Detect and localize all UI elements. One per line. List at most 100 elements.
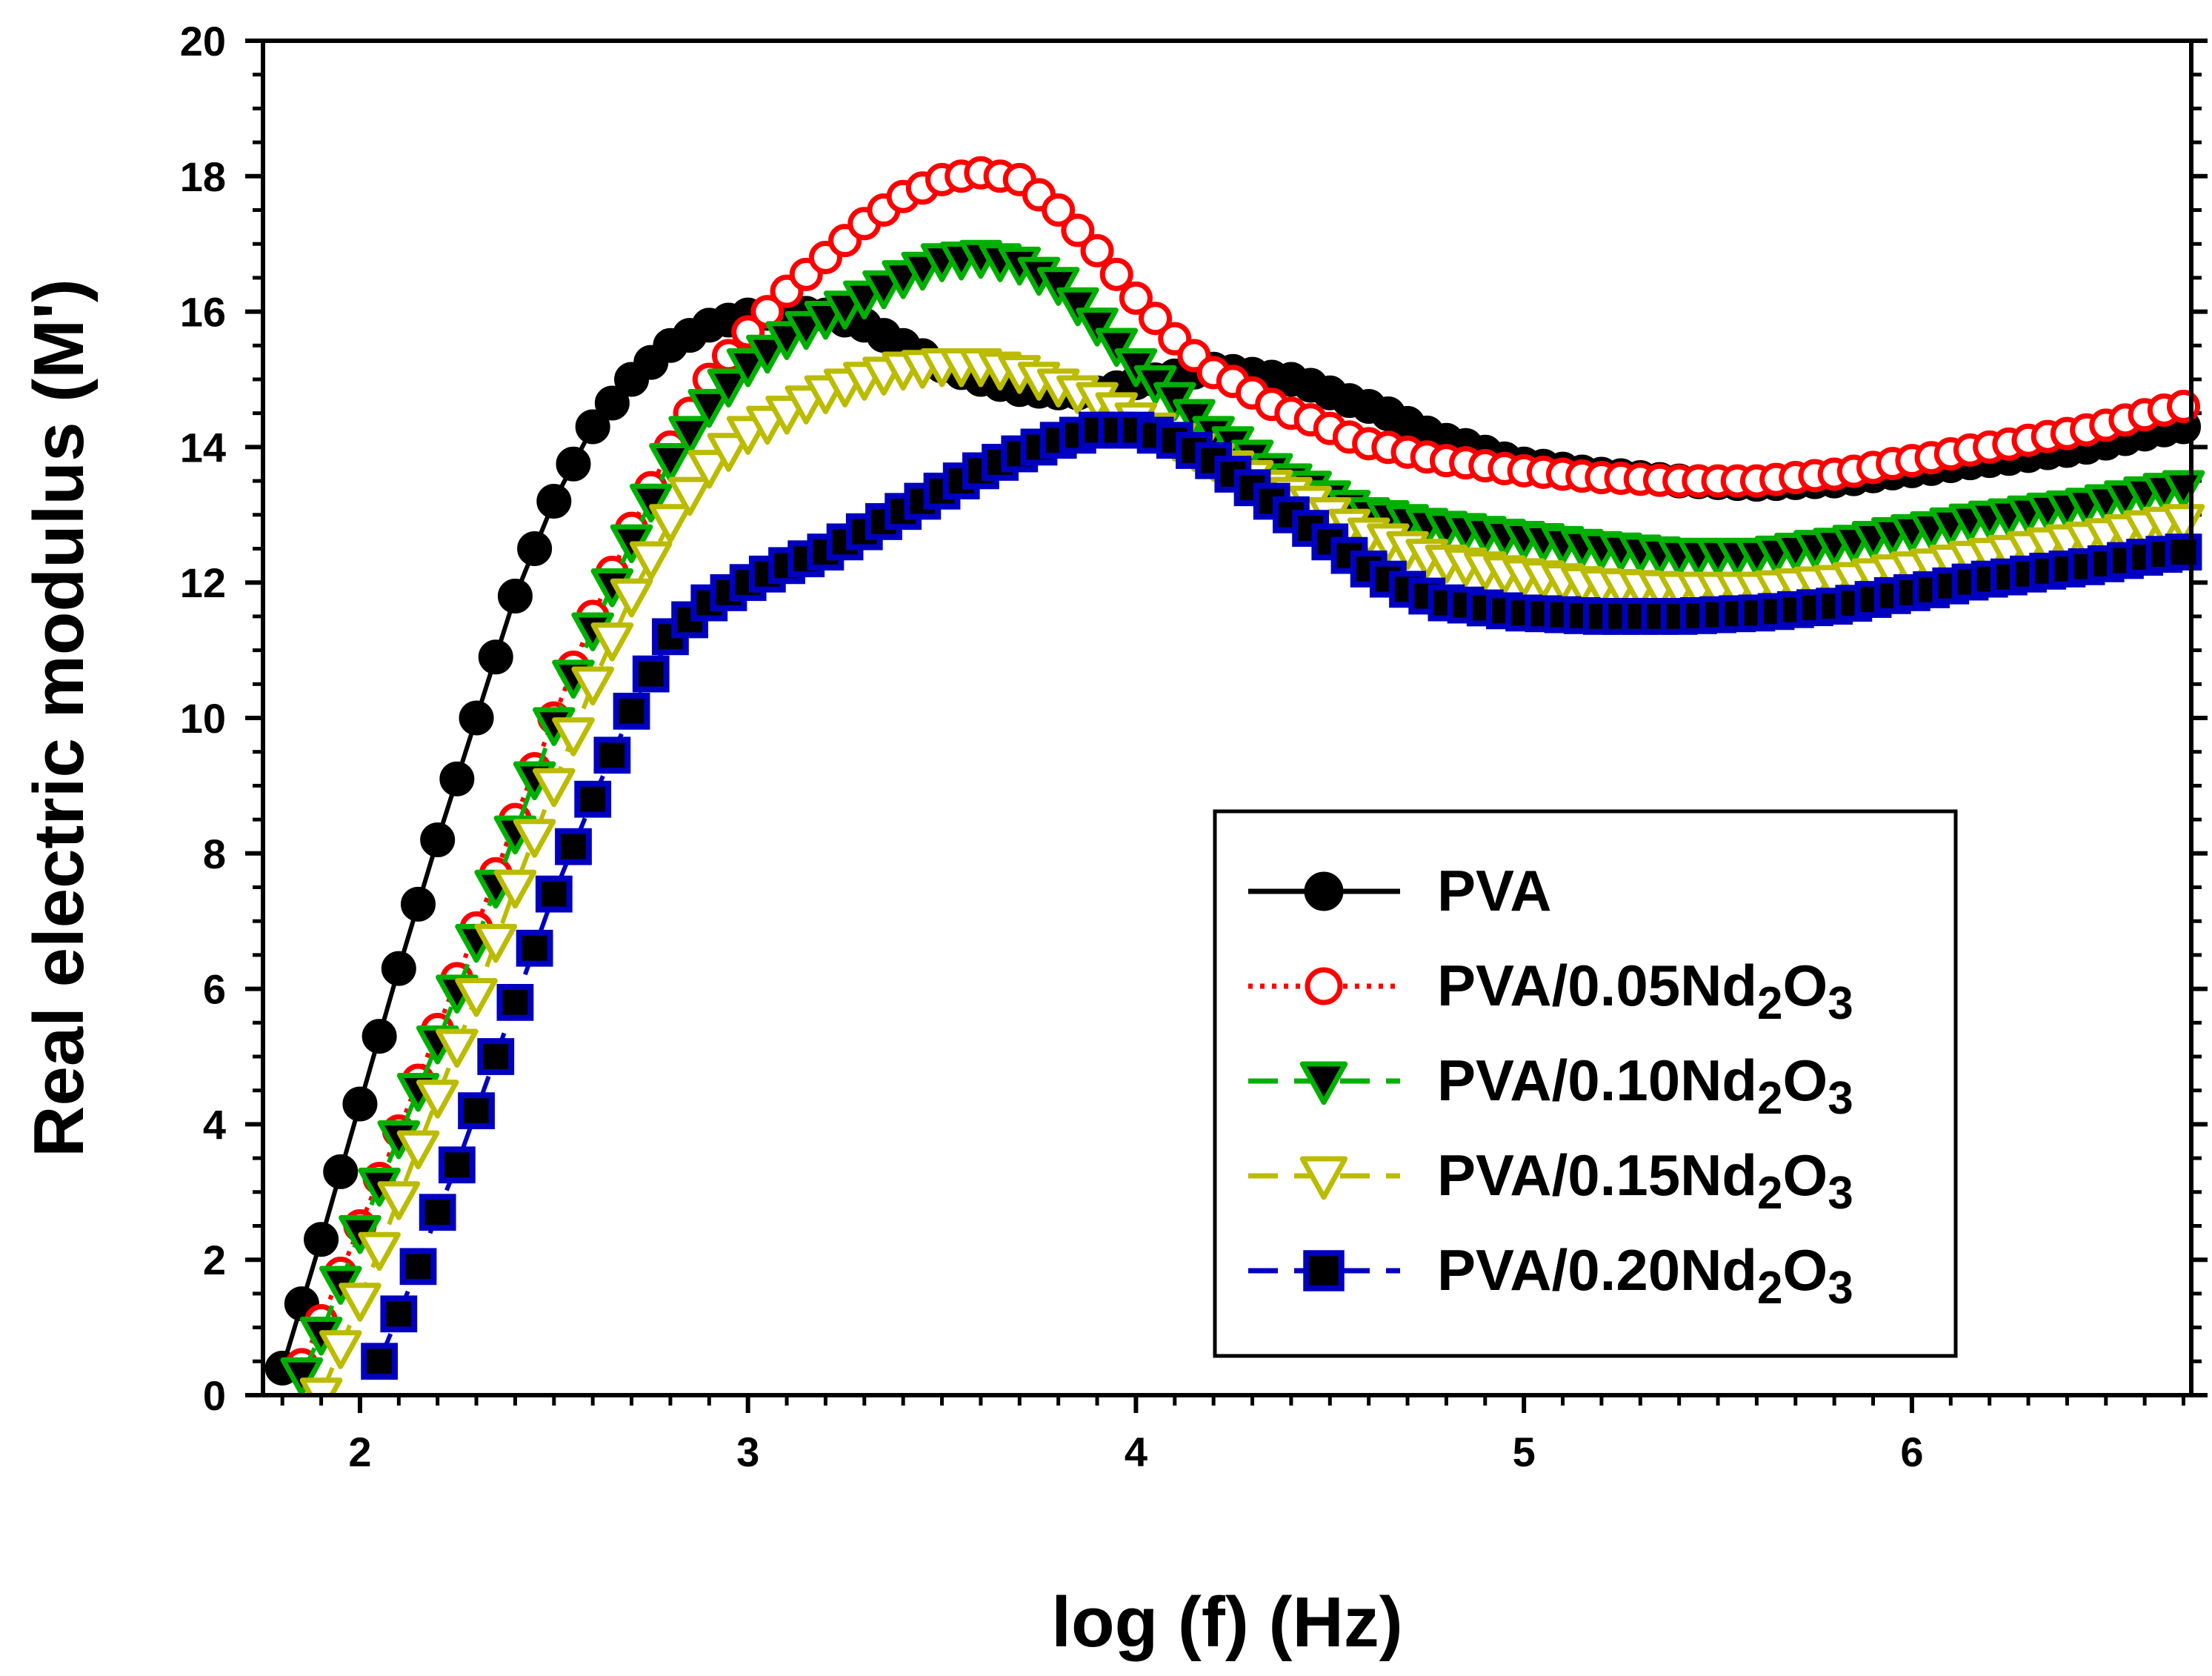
data-point — [1076, 307, 1119, 347]
legend-text: O — [1783, 1143, 1828, 1208]
data-point — [496, 983, 534, 1021]
legend-text: O — [1783, 1237, 1828, 1303]
data-point — [396, 1130, 440, 1170]
data-point — [1099, 257, 1133, 291]
y-tick-label: 8 — [203, 831, 226, 877]
legend-label: PVA — [1437, 858, 1552, 923]
y-tick-label: 6 — [203, 966, 226, 1013]
legend-subscript: 2 — [1757, 1073, 1782, 1124]
x-tick-label: 5 — [1513, 1429, 1536, 1475]
data-point — [2165, 533, 2202, 571]
y-tick-label: 20 — [180, 18, 226, 64]
y-tick-label: 12 — [180, 559, 226, 606]
data-point — [707, 433, 750, 472]
legend-item: PVA/0.10Nd2O3 — [1248, 1048, 1853, 1124]
data-point — [649, 442, 692, 482]
legend-text: PVA/0.15Nd — [1437, 1143, 1757, 1208]
data-point — [610, 578, 653, 618]
data-point — [319, 1330, 362, 1369]
data-point — [555, 828, 592, 865]
data-point — [381, 951, 416, 986]
series-layer — [264, 156, 2205, 1395]
data-point — [649, 504, 692, 543]
data-point — [1139, 302, 1173, 336]
data-point — [497, 578, 533, 613]
data-point — [1119, 281, 1153, 315]
data-point — [726, 347, 770, 388]
legend-subscript: 2 — [1757, 1168, 1782, 1219]
data-point — [439, 761, 475, 797]
data-point — [400, 886, 436, 922]
legend-item: PVA — [1248, 858, 1552, 923]
legend-text: PVA/0.05Nd — [1437, 953, 1757, 1018]
data-point — [556, 446, 591, 482]
data-point — [687, 388, 731, 428]
legend-marker — [1303, 1250, 1345, 1291]
data-point — [687, 450, 731, 489]
data-point — [416, 1080, 459, 1119]
data-point — [323, 1154, 359, 1189]
y-tick-label: 14 — [180, 424, 226, 470]
data-point — [746, 334, 789, 374]
legend-subscript: 3 — [1828, 1073, 1853, 1124]
legend-label: PVA/0.15Nd2O3 — [1437, 1143, 1853, 1219]
data-point — [632, 655, 670, 693]
data-point — [474, 923, 518, 963]
data-point — [536, 484, 572, 519]
data-point — [299, 1377, 343, 1395]
data-point — [377, 1181, 421, 1220]
x-tick-label: 4 — [1125, 1429, 1147, 1475]
data-point — [420, 822, 456, 858]
series-4 — [361, 411, 2202, 1380]
data-point — [419, 1194, 456, 1231]
data-point — [458, 1092, 495, 1130]
data-point — [342, 1086, 378, 1122]
data-point — [590, 622, 634, 662]
data-point — [304, 1222, 339, 1257]
data-point — [517, 531, 553, 566]
data-point — [438, 1146, 476, 1184]
data-point — [399, 1248, 437, 1286]
data-point — [513, 819, 556, 858]
data-point — [380, 1295, 418, 1333]
x-tick-label: 3 — [736, 1429, 759, 1475]
legend-item: PVA/0.05Nd2O3 — [1248, 953, 1853, 1029]
y-axis-label: Real electric modulus (M') — [19, 279, 99, 1157]
data-point — [574, 780, 612, 818]
data-point — [436, 1028, 479, 1068]
y-tick-label: 16 — [180, 289, 226, 336]
legend-text: PVA/0.20Nd — [1437, 1237, 1757, 1303]
data-point — [535, 875, 573, 913]
data-point — [571, 666, 614, 706]
data-point — [575, 409, 610, 445]
data-point — [1061, 213, 1095, 247]
data-point — [668, 416, 711, 455]
data-point — [668, 476, 711, 516]
legend-subscript: 2 — [1757, 978, 1782, 1029]
data-point — [1080, 233, 1114, 267]
legend-item: PVA/0.15Nd2O3 — [1248, 1143, 1853, 1219]
legend-item: PVA/0.20Nd2O3 — [1248, 1237, 1853, 1314]
legend-text: O — [1783, 1048, 1828, 1113]
data-point — [593, 736, 631, 774]
legend-text: PVA/0.10Nd — [1437, 1048, 1757, 1113]
data-point — [493, 869, 537, 909]
legend-label: PVA/0.05Nd2O3 — [1437, 953, 1853, 1029]
legend-marker — [1304, 871, 1344, 911]
legend-label: PVA/0.10Nd2O3 — [1437, 1048, 1853, 1124]
y-tick-label: 4 — [203, 1101, 226, 1148]
data-point — [1042, 193, 1076, 227]
data-point — [478, 639, 513, 675]
y-tick-label: 0 — [203, 1372, 226, 1419]
legend-marker — [1299, 1156, 1348, 1200]
y-tick-label: 10 — [180, 695, 226, 742]
data-point — [594, 385, 630, 421]
data-point — [1095, 327, 1139, 368]
data-point — [533, 768, 576, 808]
data-point — [516, 929, 553, 967]
legend-marker — [1299, 1061, 1348, 1105]
legend-label: PVA/0.20Nd2O3 — [1437, 1237, 1853, 1314]
legend-text: O — [1783, 953, 1828, 1018]
y-tick-label: 18 — [180, 153, 226, 200]
